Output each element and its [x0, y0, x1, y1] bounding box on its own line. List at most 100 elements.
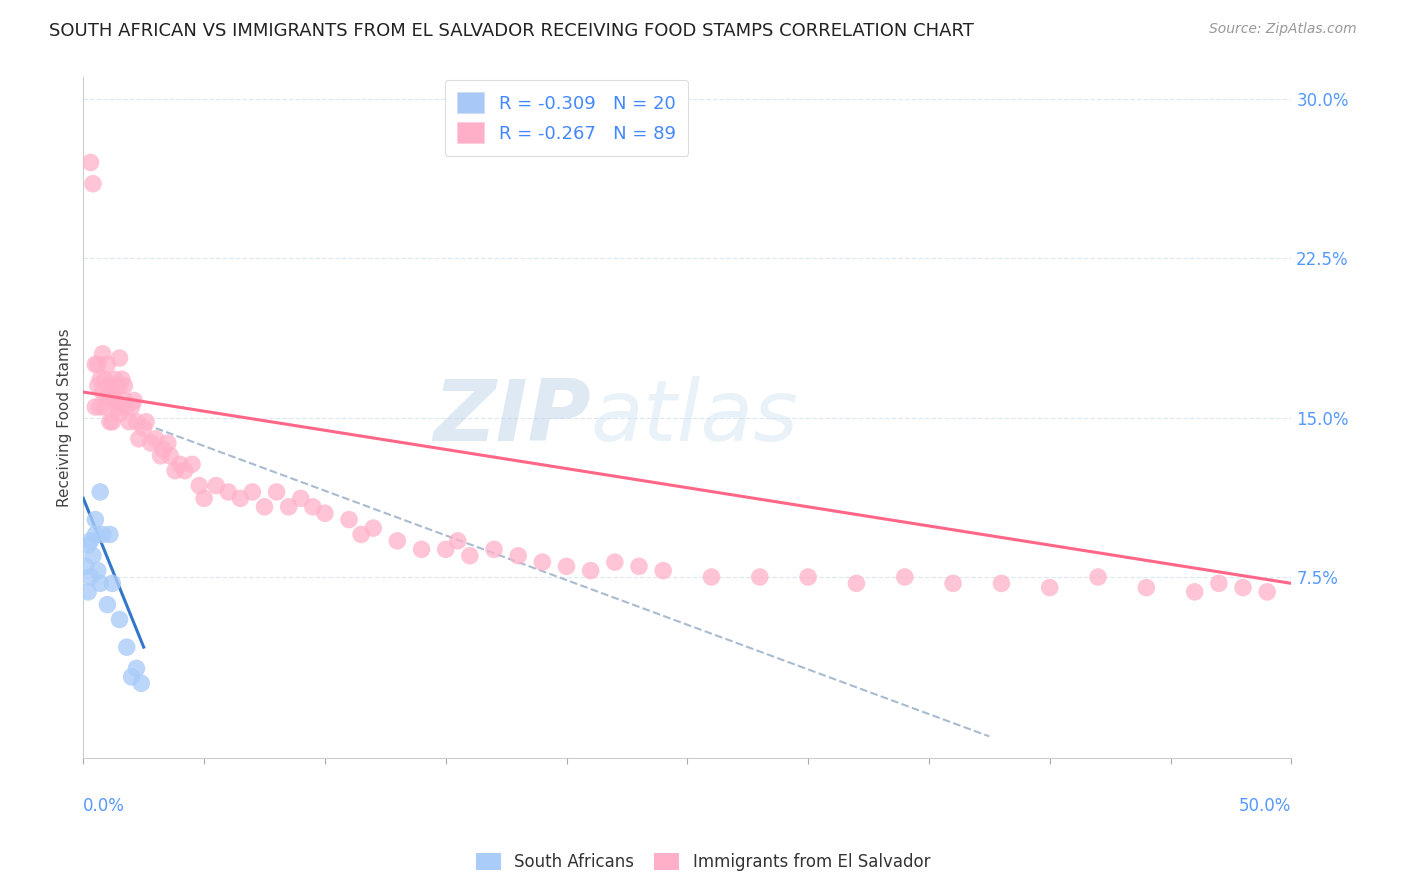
Point: [337, 513, 360, 527]
Point: [893, 570, 915, 584]
Point: [188, 478, 211, 492]
Text: SOUTH AFRICAN VS IMMIGRANTS FROM EL SALVADOR RECEIVING FOOD STAMPS CORRELATION C: SOUTH AFRICAN VS IMMIGRANTS FROM EL SALV…: [49, 22, 974, 40]
Point: [411, 542, 433, 557]
Point: [748, 570, 770, 584]
Point: [115, 640, 138, 654]
Point: [603, 555, 626, 569]
Point: [98, 415, 121, 429]
Point: [108, 406, 131, 420]
Point: [79, 155, 101, 169]
Point: [145, 432, 167, 446]
Point: [125, 661, 148, 675]
Point: [122, 393, 145, 408]
Point: [229, 491, 252, 506]
Point: [101, 576, 124, 591]
Point: [169, 458, 191, 472]
Point: [101, 389, 124, 403]
Point: [139, 436, 162, 450]
Point: [79, 533, 101, 548]
Point: [165, 464, 187, 478]
Point: [458, 549, 481, 563]
Point: [579, 564, 602, 578]
Point: [105, 378, 128, 392]
Text: 50.0%: 50.0%: [1239, 797, 1291, 814]
Point: [531, 555, 554, 569]
Point: [96, 358, 118, 372]
Point: [1208, 576, 1230, 591]
Point: [242, 485, 264, 500]
Point: [193, 491, 215, 506]
Point: [108, 378, 131, 392]
Point: [115, 400, 138, 414]
Point: [77, 538, 100, 552]
Point: [98, 378, 121, 392]
Point: [700, 570, 723, 584]
Point: [797, 570, 820, 584]
Point: [77, 585, 100, 599]
Point: [87, 358, 110, 372]
Point: [111, 372, 134, 386]
Point: [1039, 581, 1062, 595]
Legend: R = -0.309   N = 20, R = -0.267   N = 89: R = -0.309 N = 20, R = -0.267 N = 89: [444, 79, 689, 156]
Point: [129, 676, 152, 690]
Point: [361, 521, 384, 535]
Point: [290, 491, 312, 506]
Point: [87, 564, 110, 578]
Point: [135, 415, 157, 429]
Point: [652, 564, 675, 578]
Point: [84, 358, 107, 372]
Point: [482, 542, 505, 557]
Point: [1135, 581, 1157, 595]
Point: [149, 449, 172, 463]
Point: [132, 421, 155, 435]
Point: [111, 400, 134, 414]
Y-axis label: Receiving Food Stamps: Receiving Food Stamps: [58, 328, 72, 507]
Point: [121, 670, 143, 684]
Point: [105, 400, 128, 414]
Point: [205, 478, 228, 492]
Point: [91, 347, 114, 361]
Point: [508, 549, 530, 563]
Point: [125, 415, 148, 429]
Point: [990, 576, 1012, 591]
Point: [104, 393, 127, 408]
Point: [845, 576, 868, 591]
Point: [266, 485, 288, 500]
Text: Source: ZipAtlas.com: Source: ZipAtlas.com: [1209, 22, 1357, 37]
Point: [112, 393, 135, 408]
Point: [87, 378, 110, 392]
Point: [314, 506, 336, 520]
Point: [1087, 570, 1109, 584]
Point: [89, 485, 111, 500]
Point: [173, 464, 195, 478]
Point: [118, 415, 141, 429]
Point: [89, 576, 111, 591]
Point: [447, 533, 470, 548]
Point: [75, 559, 97, 574]
Point: [89, 372, 111, 386]
Point: [152, 442, 174, 457]
Text: 0.0%: 0.0%: [83, 797, 125, 814]
Point: [301, 500, 323, 514]
Point: [128, 432, 150, 446]
Point: [89, 400, 111, 414]
Point: [350, 527, 373, 541]
Point: [98, 527, 121, 541]
Point: [277, 500, 299, 514]
Point: [82, 549, 104, 563]
Point: [253, 500, 276, 514]
Point: [156, 436, 179, 450]
Point: [1232, 581, 1254, 595]
Text: ZIP: ZIP: [433, 376, 591, 459]
Point: [84, 527, 107, 541]
Point: [942, 576, 965, 591]
Legend: South Africans, Immigrants from El Salvador: South Africans, Immigrants from El Salva…: [468, 845, 938, 880]
Point: [84, 400, 107, 414]
Point: [434, 542, 457, 557]
Point: [91, 527, 114, 541]
Point: [84, 513, 107, 527]
Point: [96, 598, 118, 612]
Point: [104, 372, 127, 386]
Point: [181, 458, 204, 472]
Point: [91, 385, 114, 400]
